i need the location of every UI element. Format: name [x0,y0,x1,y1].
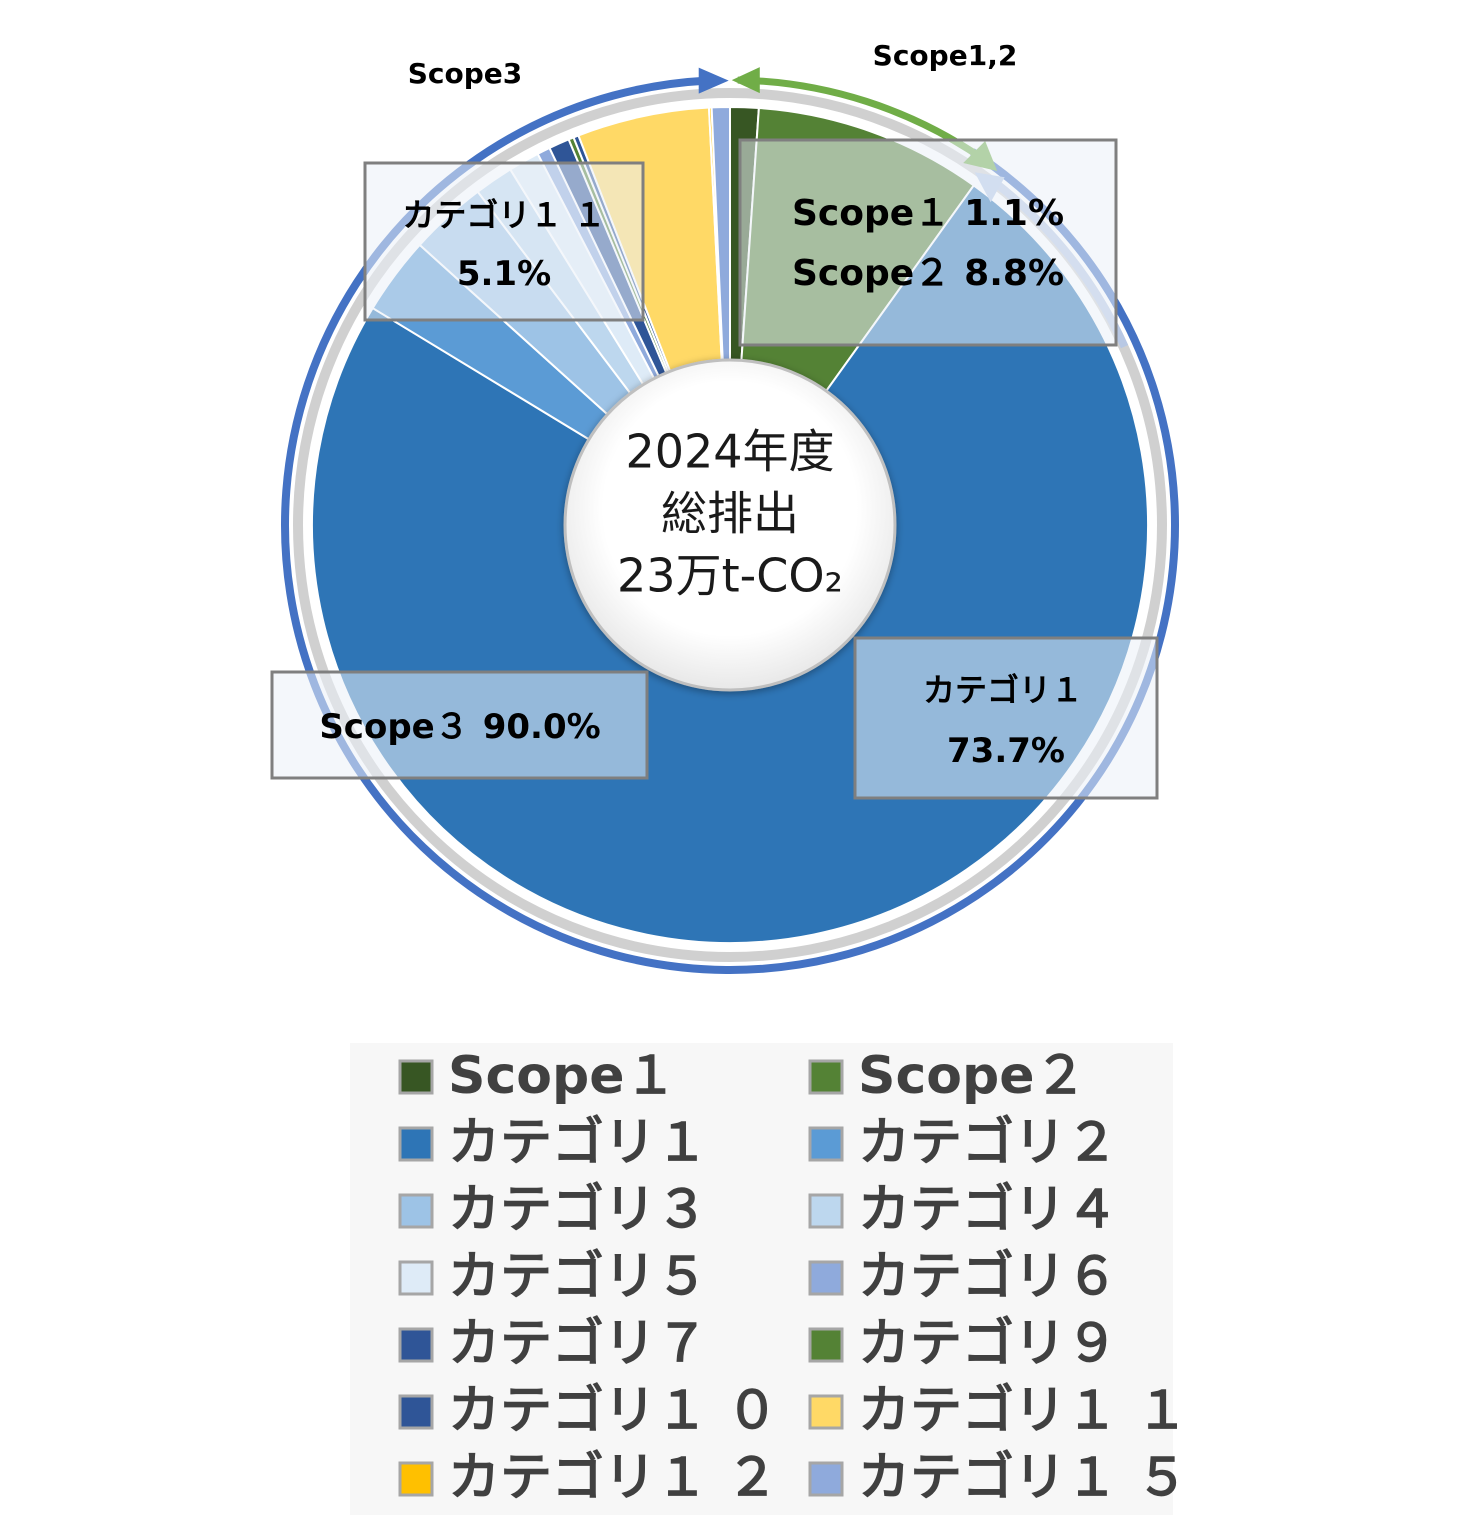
label-box [853,636,1159,800]
scope3-arc [281,76,1179,974]
label-box [363,161,645,322]
data-label-part: 73.7% [947,731,1065,771]
center-text: 2024年度 [625,425,834,479]
legend-label: カテゴリ５ [448,1247,708,1307]
group-label: Scope3 [408,57,523,90]
legend-label: カテゴリ１ ０ [448,1381,778,1441]
arrow-head [731,67,760,94]
data-label-part: カテゴリ１ [923,671,1083,709]
legend-label: カテゴリ１ ２ [448,1448,778,1508]
legend-label: カテゴリ７ [448,1314,708,1374]
data-label: Scope３ 90.0% [319,707,600,747]
legend-swatch [808,1327,844,1363]
legend-swatch [398,1461,434,1497]
legend-swatch [398,1260,434,1296]
legend-label: カテゴリ２ [858,1113,1118,1173]
label-box [270,670,649,780]
legend-swatch [808,1260,844,1296]
data-label-part: カテゴリ１ １ [402,196,605,234]
arrow-head [698,67,729,94]
group-label: Scope1,2 [873,39,1018,72]
legend-label: Scope１ [448,1046,677,1106]
legend-label: カテゴリ１ ５ [858,1448,1188,1508]
legend-swatch [398,1059,434,1095]
legend-swatch [808,1461,844,1497]
data-label: Scope１ 1.1% [792,193,1064,234]
legend-label: カテゴリ４ [858,1180,1118,1240]
legend-swatch [808,1394,844,1430]
legend-label: カテゴリ９ [858,1314,1118,1374]
data-label: カテゴリ１ １ [402,196,605,234]
data-label-part: Scope２ [792,253,950,294]
legend-swatch [398,1394,434,1430]
legend-swatch [398,1193,434,1229]
center-text: 総排出 [661,487,799,541]
data-label: カテゴリ１ [923,671,1083,709]
legend-swatch [808,1059,844,1095]
data-label-part: 8.8% [964,253,1064,294]
legend-box [350,1043,1173,1515]
legend-label: カテゴリ１ １ [858,1381,1188,1441]
data-label-part: 1.1% [964,193,1064,234]
label-box [738,138,1118,347]
legend-label: カテゴリ１ [448,1113,708,1173]
data-label-part: Scope１ [792,193,950,234]
legend-swatch [808,1126,844,1162]
data-label: Scope２ 8.8% [792,253,1064,294]
legend-swatch [398,1126,434,1162]
data-label-part: 90.0% [483,707,601,747]
legend-swatch [808,1193,844,1229]
data-label-part: Scope３ [319,707,468,747]
legend-swatch [398,1327,434,1363]
legend-label: カテゴリ３ [448,1180,708,1240]
legend-label: Scope２ [858,1046,1087,1106]
ring [293,88,1167,962]
data-label: 73.7% [947,731,1065,771]
legend-label: カテゴリ６ [858,1247,1118,1307]
donut-hole [563,358,897,692]
data-label-part: 5.1% [457,254,551,294]
center-text: 23万t-CO₂ [617,549,843,603]
data-label: 5.1% [457,254,551,294]
